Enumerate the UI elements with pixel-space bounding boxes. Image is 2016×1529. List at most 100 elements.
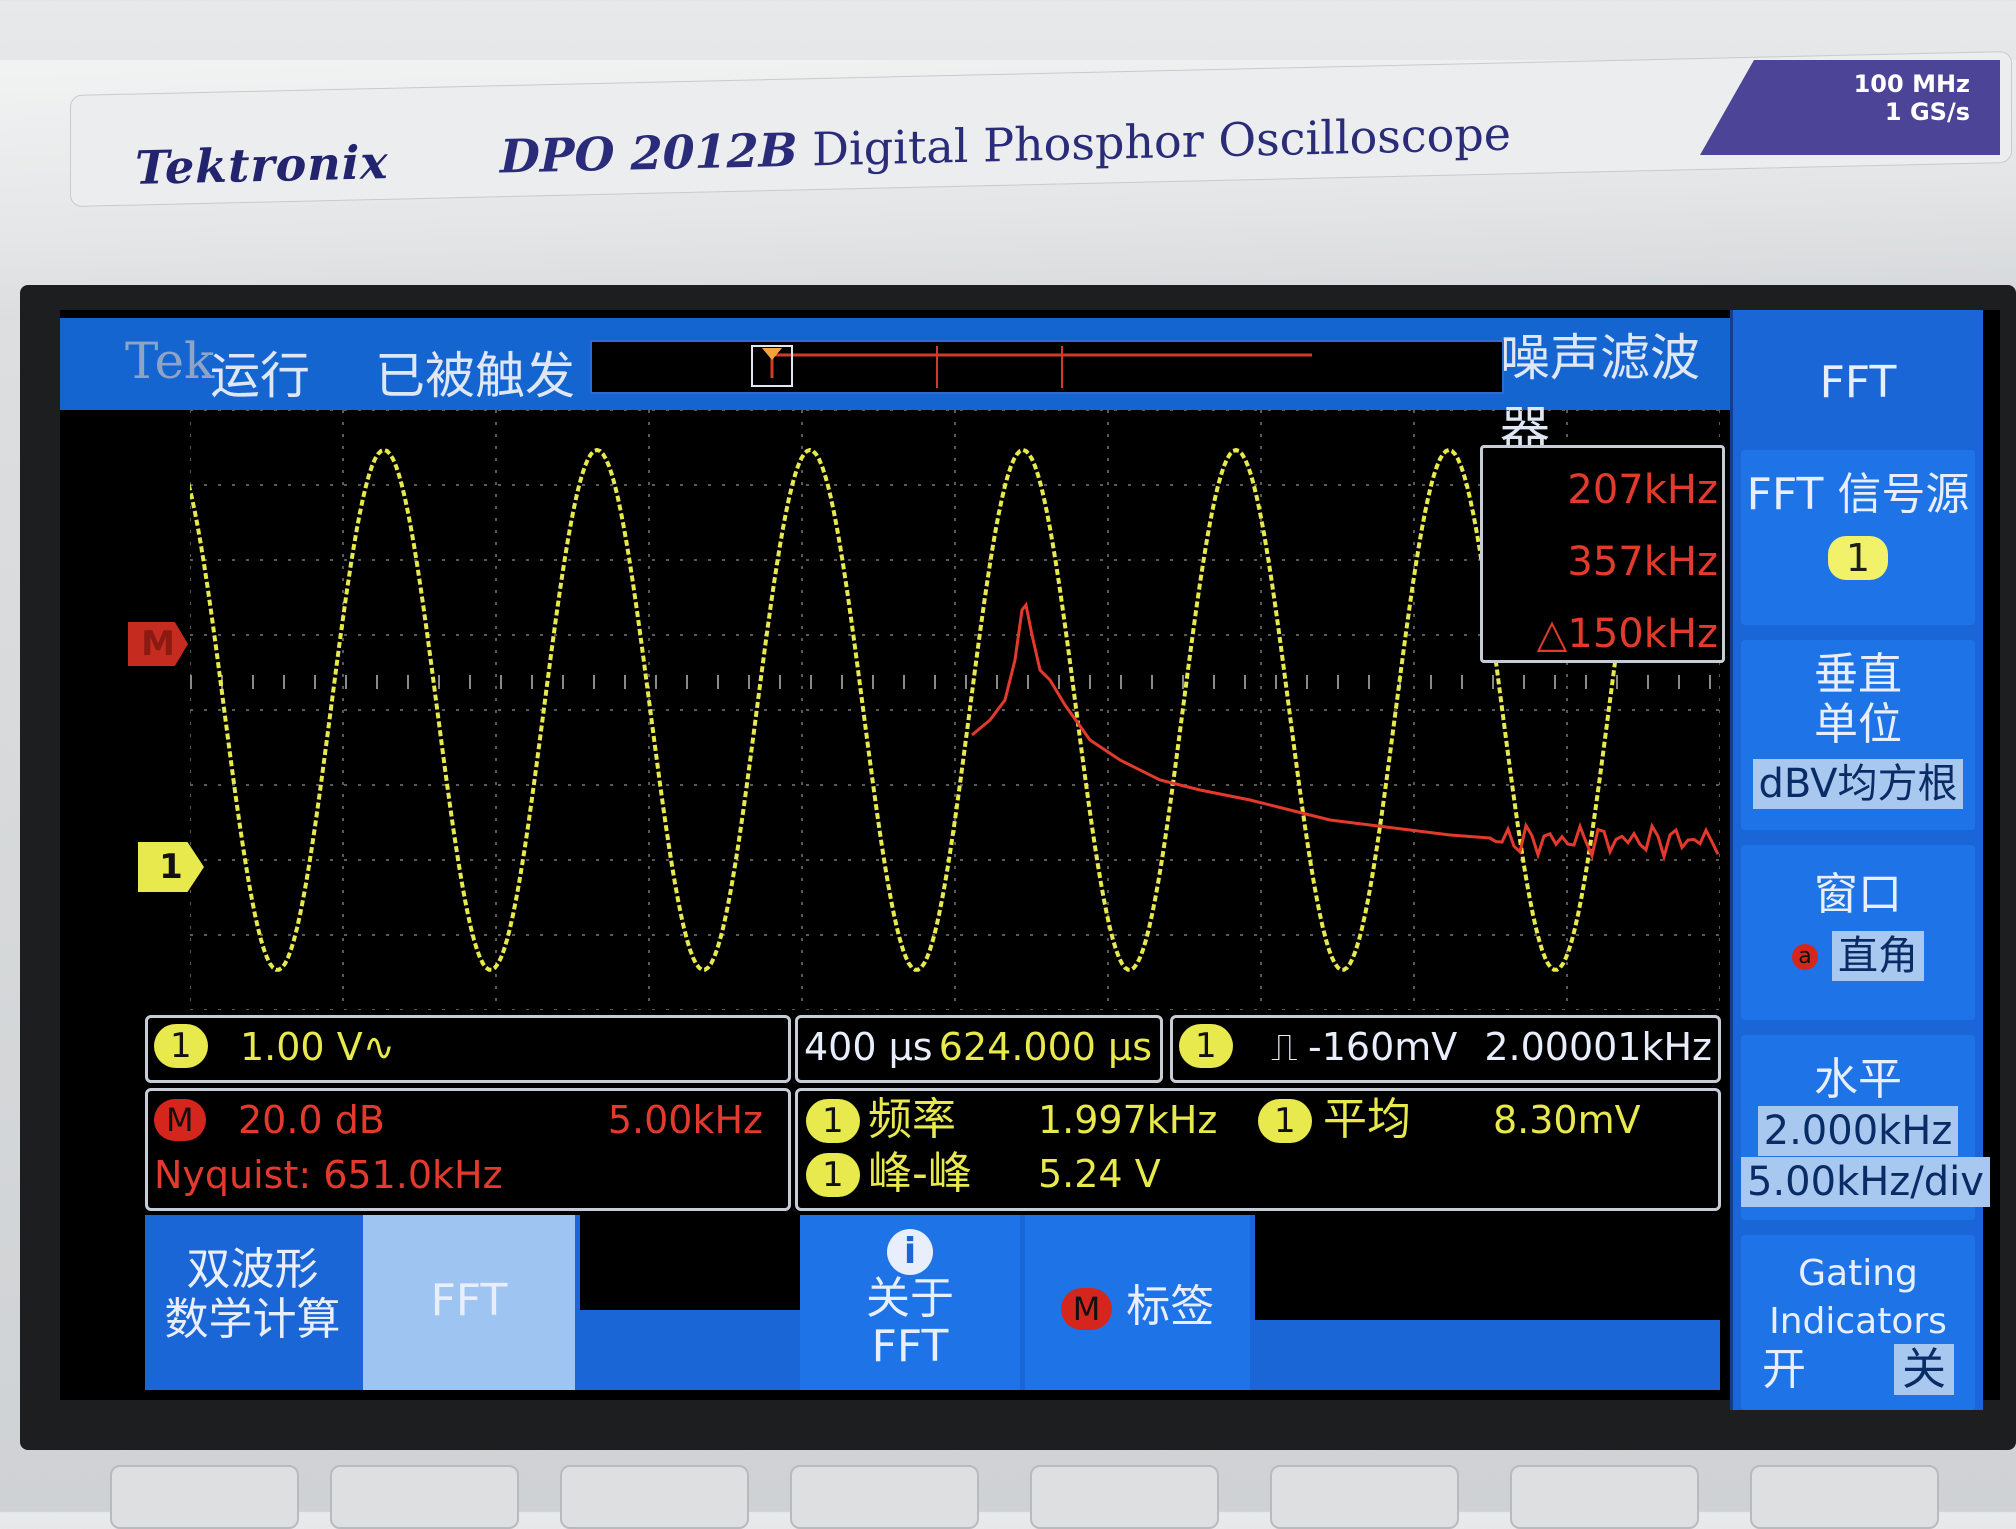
bezel-button-8[interactable] bbox=[1750, 1465, 1939, 1529]
grid-dot bbox=[1058, 410, 1061, 411]
grid-dot bbox=[495, 446, 497, 449]
grid-dot bbox=[260, 784, 263, 786]
grid-dot bbox=[1226, 859, 1229, 861]
grid-dot bbox=[1100, 934, 1103, 936]
window-button[interactable]: 窗口 a 直角 bbox=[1741, 845, 1975, 1020]
grid-dot bbox=[801, 998, 803, 1001]
grid-dot bbox=[484, 559, 487, 561]
axis-tick bbox=[1647, 675, 1649, 689]
grid-dot bbox=[1142, 559, 1145, 561]
horizontal-button[interactable]: 水平 2.000kHz 5.00kHz/div bbox=[1741, 1035, 1990, 1220]
grid-dot bbox=[1260, 626, 1262, 629]
grid-dot bbox=[1128, 1009, 1131, 1010]
grid-dot bbox=[512, 859, 515, 861]
grid-dot bbox=[801, 974, 803, 977]
grid-dot bbox=[1260, 674, 1262, 677]
grid-dot bbox=[736, 784, 739, 786]
grid-dot bbox=[554, 859, 557, 861]
grid-dot bbox=[648, 434, 650, 437]
grid-dot bbox=[1002, 934, 1005, 936]
axis-tick bbox=[376, 675, 378, 689]
grid-dot bbox=[1576, 1009, 1579, 1010]
bezel-button-5[interactable] bbox=[1030, 1465, 1219, 1529]
axis-tick bbox=[1585, 675, 1587, 689]
grid-dot bbox=[495, 602, 497, 605]
measurements-panel[interactable]: 1 频率 1.997kHz 1 平均 8.30mV 1 峰-峰 5.24 V bbox=[795, 1088, 1721, 1211]
grid-dot bbox=[946, 709, 949, 711]
math-reference-marker[interactable]: M bbox=[128, 622, 188, 666]
grid-dot bbox=[1408, 634, 1411, 636]
grid-dot bbox=[190, 842, 191, 845]
bezel-button-2[interactable] bbox=[330, 1465, 519, 1529]
bezel-button-3[interactable] bbox=[560, 1465, 749, 1529]
grid-dot bbox=[954, 494, 956, 497]
grid-dot bbox=[1413, 662, 1415, 665]
trigger-panel[interactable]: 1 ⎍ -160mV 2.00001kHz bbox=[1170, 1015, 1721, 1083]
grid-dot bbox=[960, 934, 963, 936]
vertical-units-button[interactable]: 垂直 单位 dBV均方根 bbox=[1741, 640, 1975, 830]
grid-dot bbox=[974, 859, 977, 861]
grid-dot bbox=[648, 458, 650, 461]
grid-dot bbox=[801, 950, 803, 953]
gating-indicators-button[interactable]: Gating Indicators 开 关 bbox=[1741, 1235, 1975, 1410]
grid-dot bbox=[1380, 934, 1383, 936]
grid-dot bbox=[801, 962, 803, 965]
timebase-panel[interactable]: 400 μs 624.000 μs bbox=[795, 1015, 1163, 1083]
grid-dot bbox=[624, 709, 627, 711]
grid-dot bbox=[288, 859, 291, 861]
grid-dot bbox=[1240, 410, 1243, 411]
bezel-button-6[interactable] bbox=[1270, 1465, 1459, 1529]
about-fft-button[interactable]: i 关于 FFT bbox=[800, 1215, 1020, 1390]
bottom-menu-blank-right bbox=[1255, 1215, 1720, 1320]
grid-dot bbox=[414, 859, 417, 861]
grid-dot bbox=[1107, 914, 1109, 917]
bezel-button-1[interactable] bbox=[110, 1465, 299, 1529]
grid-dot bbox=[274, 784, 277, 786]
noise-filter-label: 噪声滤波器 bbox=[1500, 329, 1700, 459]
grid-dot bbox=[974, 559, 977, 561]
grid-dot bbox=[330, 484, 333, 486]
grid-dot bbox=[218, 1009, 221, 1010]
grid-dot bbox=[1413, 650, 1415, 653]
grid-dot bbox=[1260, 758, 1262, 761]
vertical-units-label-1: 垂直 bbox=[1814, 649, 1902, 700]
grid-dot bbox=[820, 709, 823, 711]
grid-dot bbox=[1413, 674, 1415, 677]
grid-dot bbox=[946, 410, 949, 411]
grid-dot bbox=[778, 934, 781, 936]
grid-dot bbox=[954, 566, 956, 569]
grid-dot bbox=[1413, 482, 1415, 485]
grid-dot bbox=[1352, 559, 1355, 561]
fft-source-button[interactable]: FFT 信号源 1 bbox=[1741, 450, 1975, 625]
grid-dot bbox=[904, 410, 907, 411]
grid-dot bbox=[1534, 709, 1537, 711]
grid-dot bbox=[680, 484, 683, 486]
math-scale: 20.0 dB bbox=[238, 1098, 385, 1142]
grid-dot bbox=[648, 446, 650, 449]
bezel-button-4[interactable] bbox=[790, 1465, 979, 1529]
grid-dot bbox=[954, 926, 956, 929]
grid-dot bbox=[1072, 410, 1075, 411]
grid-dot bbox=[1212, 410, 1215, 411]
bezel-button-7[interactable] bbox=[1510, 1465, 1699, 1529]
grid-dot bbox=[246, 559, 249, 561]
grid-dot bbox=[1478, 559, 1481, 561]
grid-dot bbox=[1566, 686, 1568, 689]
fft-button[interactable]: FFT bbox=[363, 1215, 575, 1390]
ch1-scale-panel[interactable]: 1 1.00 V ∿ bbox=[145, 1015, 791, 1083]
grid-dot bbox=[848, 784, 851, 786]
dual-waveform-math-button[interactable]: 双波形 数学计算 bbox=[145, 1215, 360, 1390]
math-fft-panel[interactable]: M 20.0 dB 5.00kHz Nyquist: 651.0kHz bbox=[145, 1088, 791, 1211]
grid-dot bbox=[1562, 784, 1565, 786]
grid-dot bbox=[1170, 410, 1173, 411]
grid-dot bbox=[1394, 709, 1397, 711]
grid-dot bbox=[1576, 410, 1579, 411]
axis-tick bbox=[996, 675, 998, 689]
label-button[interactable]: M 标签 bbox=[1025, 1215, 1250, 1390]
grid-dot bbox=[1128, 709, 1131, 711]
grid-dot bbox=[1240, 709, 1243, 711]
grid-dot bbox=[190, 818, 191, 821]
cursor-readout: 207kHz 357kHz △150kHz bbox=[1480, 445, 1725, 663]
grid-dot bbox=[806, 484, 809, 486]
grid-dot bbox=[512, 634, 515, 636]
